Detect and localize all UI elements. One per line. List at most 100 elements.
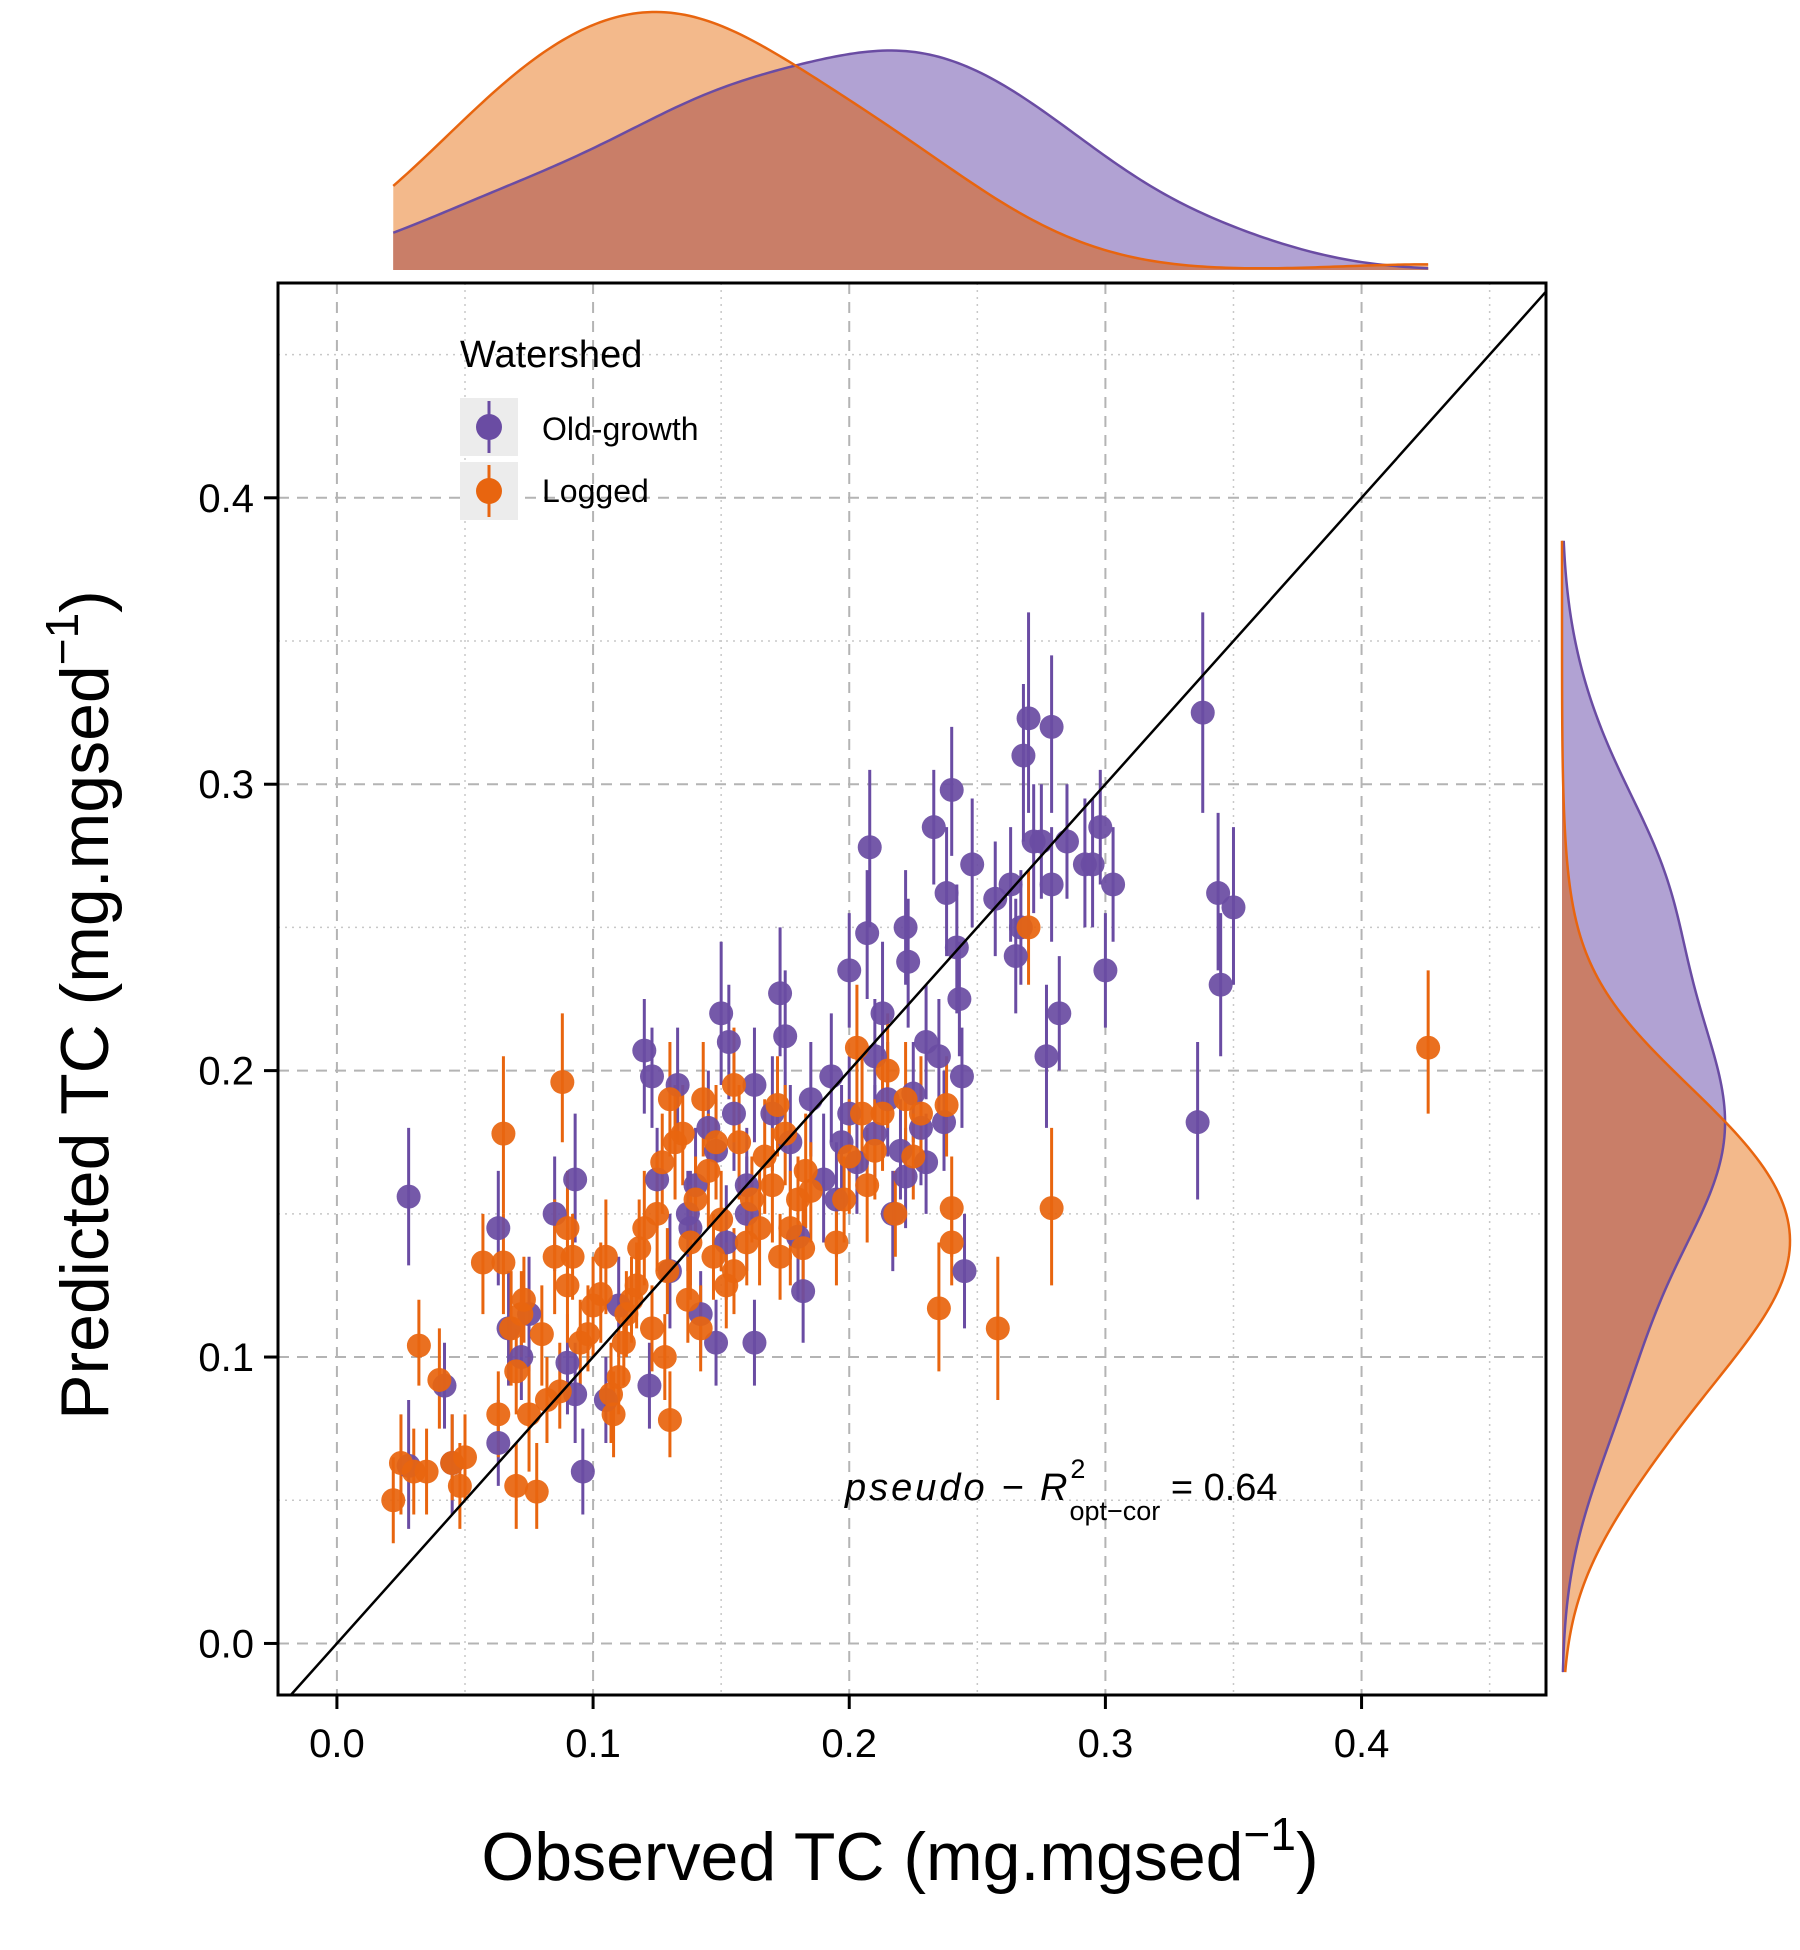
old-growth-point xyxy=(947,987,972,1012)
logged-point xyxy=(593,1244,618,1269)
old-growth-point xyxy=(855,921,880,946)
logged-point xyxy=(550,1070,575,1095)
logged-point xyxy=(939,1230,964,1255)
old-growth-point xyxy=(637,1373,662,1398)
legend-key-old-growth xyxy=(476,414,502,440)
logged-point xyxy=(727,1130,752,1155)
old-growth-point xyxy=(893,1164,918,1189)
logged-point xyxy=(709,1207,734,1232)
old-growth-point xyxy=(921,815,946,840)
logged-point xyxy=(611,1330,636,1355)
logged-point xyxy=(650,1150,675,1175)
logged-point xyxy=(850,1101,875,1126)
logged-right-density-line xyxy=(1560,540,1792,1673)
old-growth-point xyxy=(1011,743,1036,768)
logged-point xyxy=(575,1322,600,1347)
old-growth-point xyxy=(486,1430,511,1455)
old-growth-point xyxy=(1206,881,1231,906)
logged-point xyxy=(414,1459,439,1484)
logged-point xyxy=(406,1333,431,1358)
y-tick-label: 0.2 xyxy=(198,1050,254,1094)
logged-point xyxy=(1416,1035,1441,1060)
logged-point xyxy=(985,1316,1010,1341)
x-tick-label: 0.0 xyxy=(309,1722,365,1766)
old-growth-point xyxy=(1039,872,1064,897)
logged-point xyxy=(452,1445,477,1470)
logged-point xyxy=(542,1244,567,1269)
old-growth-point xyxy=(926,1044,951,1069)
logged-point xyxy=(601,1402,626,1427)
r2-prefix: pseudo − R xyxy=(844,1467,1070,1509)
old-growth-point xyxy=(563,1167,588,1192)
logged-point xyxy=(893,1087,918,1112)
old-growth-point xyxy=(1016,706,1041,731)
logged-point xyxy=(870,1101,895,1126)
legend-title: Watershed xyxy=(460,334,642,376)
logged-point xyxy=(588,1282,613,1307)
y-tick-label: 0.0 xyxy=(198,1622,254,1666)
old-growth-point xyxy=(1054,829,1079,854)
legend-key-logged xyxy=(476,478,502,504)
old-growth-point xyxy=(870,1001,895,1026)
r2-subscript: opt−cor xyxy=(1069,1496,1160,1526)
old-growth-point xyxy=(709,1001,734,1026)
logged-point xyxy=(1039,1196,1064,1221)
logged-point xyxy=(560,1244,585,1269)
logged-point xyxy=(901,1144,926,1169)
old-growth-point xyxy=(960,852,985,877)
old-growth-point xyxy=(896,949,921,974)
logged-point xyxy=(765,1092,790,1117)
old-growth-point xyxy=(555,1350,580,1375)
right-density-overlap xyxy=(1562,540,1726,1673)
old-growth-point xyxy=(1034,1044,1059,1069)
axis-ticks: 0.0 0.1 0.2 0.3 0.4 0.0 0.1 0.2 0.3 0.4 xyxy=(198,477,1389,1766)
plot-panel xyxy=(276,281,1548,1697)
logged-point xyxy=(381,1488,406,1513)
logged-point xyxy=(639,1316,664,1341)
logged-point xyxy=(529,1322,554,1347)
old-growth-point xyxy=(1047,1001,1072,1026)
logged-point xyxy=(855,1173,880,1198)
old-growth-point xyxy=(768,981,793,1006)
logged-point xyxy=(555,1273,580,1298)
logged-point xyxy=(627,1236,652,1261)
logged-point xyxy=(657,1408,682,1433)
logged-point xyxy=(778,1216,803,1241)
old-growth-point xyxy=(1101,872,1126,897)
old-growth-point xyxy=(1221,895,1246,920)
logged-point xyxy=(908,1101,933,1126)
y-axis-label-close: ) xyxy=(47,590,123,613)
top-density-plot xyxy=(392,10,1429,271)
top-density-overlap xyxy=(393,66,1429,271)
old-growth-point xyxy=(639,1064,664,1089)
logged-point xyxy=(470,1250,495,1275)
old-growth-point xyxy=(716,1029,741,1054)
logged-point xyxy=(773,1121,798,1146)
data-points xyxy=(381,612,1441,1544)
logged-point xyxy=(1016,915,1041,940)
logged-point xyxy=(696,1158,721,1183)
logged-point xyxy=(524,1479,549,1504)
logged-point xyxy=(883,1201,908,1226)
x-tick-label: 0.3 xyxy=(1078,1722,1134,1766)
old-growth-right-density-line xyxy=(1561,540,1727,1673)
logged-point xyxy=(798,1178,823,1203)
old-growth-point xyxy=(983,886,1008,911)
logged-point xyxy=(747,1216,772,1241)
logged-point xyxy=(491,1121,516,1146)
old-growth-point xyxy=(704,1330,729,1355)
x-tick-label: 0.2 xyxy=(821,1722,877,1766)
y-tick-label: 0.4 xyxy=(198,477,254,521)
logged-point xyxy=(511,1287,536,1312)
old-growth-point xyxy=(721,1101,746,1126)
y-axis-label-main: Predicted TC (mg.mgsed xyxy=(47,665,123,1420)
old-growth-point xyxy=(857,835,882,860)
logged-point xyxy=(486,1402,511,1427)
logged-point xyxy=(427,1367,452,1392)
old-growth-point xyxy=(998,872,1023,897)
logged-point xyxy=(704,1130,729,1155)
old-growth-point xyxy=(934,881,959,906)
logged-top-density-line xyxy=(392,10,1429,270)
old-growth-point xyxy=(632,1038,657,1063)
old-growth-point xyxy=(862,1121,887,1146)
